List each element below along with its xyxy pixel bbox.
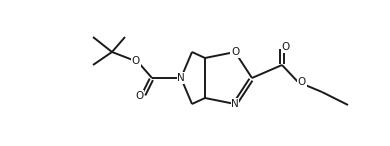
Text: O: O xyxy=(231,47,239,57)
Text: N: N xyxy=(231,99,239,109)
Text: O: O xyxy=(298,77,306,87)
Text: O: O xyxy=(282,42,290,52)
Text: N: N xyxy=(177,73,185,83)
Text: O: O xyxy=(132,56,140,66)
Text: O: O xyxy=(135,91,143,101)
